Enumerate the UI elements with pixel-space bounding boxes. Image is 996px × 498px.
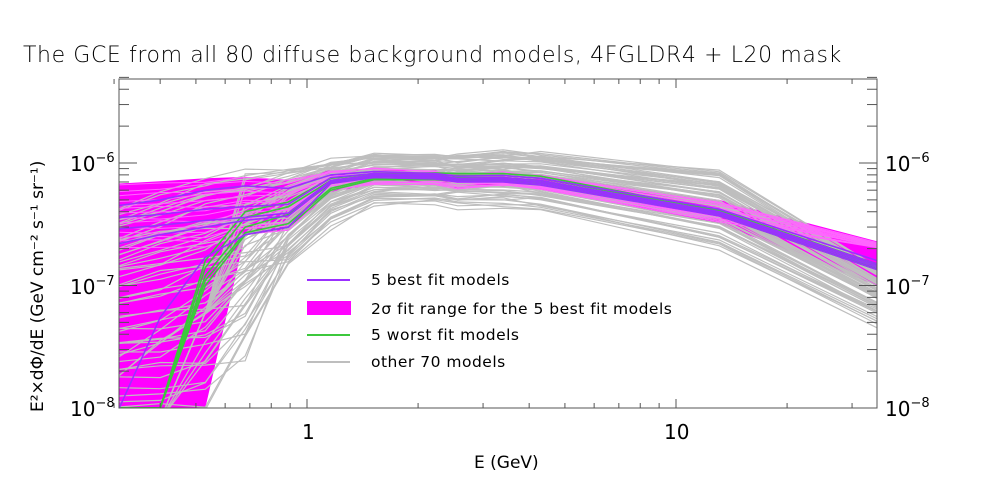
model-curve bbox=[119, 175, 877, 269]
y-tick-label: 10−8 bbox=[70, 396, 115, 421]
legend-label: other 70 models bbox=[371, 353, 506, 371]
model-curve bbox=[119, 165, 877, 282]
model-curve bbox=[119, 184, 877, 358]
legend-item-best-fit: 5 best fit models bbox=[307, 271, 510, 289]
legend-item-worst-fit: 5 worst fit models bbox=[307, 326, 520, 344]
axis-ticks bbox=[113, 76, 877, 409]
model-curve bbox=[119, 176, 877, 408]
model-curve bbox=[119, 181, 877, 248]
model-curve bbox=[119, 180, 877, 246]
legend-swatch-box bbox=[307, 301, 351, 315]
model-curve bbox=[119, 174, 877, 267]
model-curve bbox=[164, 150, 877, 408]
y-tick-label: 10−6 bbox=[885, 151, 930, 176]
x-tick-labels: 1 10 bbox=[302, 420, 689, 444]
y-tick-label: 10−6 bbox=[70, 151, 115, 176]
legend-label: 5 best fit models bbox=[371, 271, 510, 289]
model-curve bbox=[119, 180, 877, 248]
model-curve bbox=[119, 193, 877, 397]
model-curve bbox=[119, 151, 877, 268]
legend: 5 best fit models 2σ fit range for the 5… bbox=[307, 271, 672, 371]
y-tick-labels-right: 10−8 10−7 10−6 bbox=[885, 151, 930, 421]
y-tick-label: 10−7 bbox=[70, 274, 115, 299]
legend-item-other: other 70 models bbox=[307, 353, 506, 371]
model-curve bbox=[119, 172, 877, 265]
model-curve bbox=[119, 170, 877, 262]
y-axis-label: E²×dΦ/dE (GeV cm⁻² s⁻¹ sr⁻¹) bbox=[28, 161, 48, 412]
y-tick-label: 10−8 bbox=[885, 396, 930, 421]
legend-label: 5 worst fit models bbox=[371, 326, 520, 344]
axes-frame bbox=[118, 78, 878, 409]
y-tick-label: 10−7 bbox=[885, 274, 930, 299]
x-axis-label: E (GeV) bbox=[474, 453, 539, 473]
x-tick-label: 1 bbox=[302, 420, 315, 444]
x-tick-label: 10 bbox=[664, 420, 689, 444]
plot-area bbox=[119, 149, 877, 408]
legend-item-band: 2σ fit range for the 5 best fit models bbox=[307, 300, 672, 318]
best-fit-lines bbox=[119, 170, 877, 408]
model-curve bbox=[119, 168, 877, 244]
legend-label: 2σ fit range for the 5 best fit models bbox=[371, 300, 672, 318]
y-tick-labels-left: 10−8 10−7 10−6 bbox=[70, 151, 115, 421]
chart-title: The GCE from all 80 diffuse background m… bbox=[23, 43, 842, 68]
model-curve bbox=[119, 193, 877, 390]
model-curve bbox=[119, 149, 877, 271]
model-curve bbox=[119, 199, 877, 408]
model-curve bbox=[119, 183, 877, 249]
